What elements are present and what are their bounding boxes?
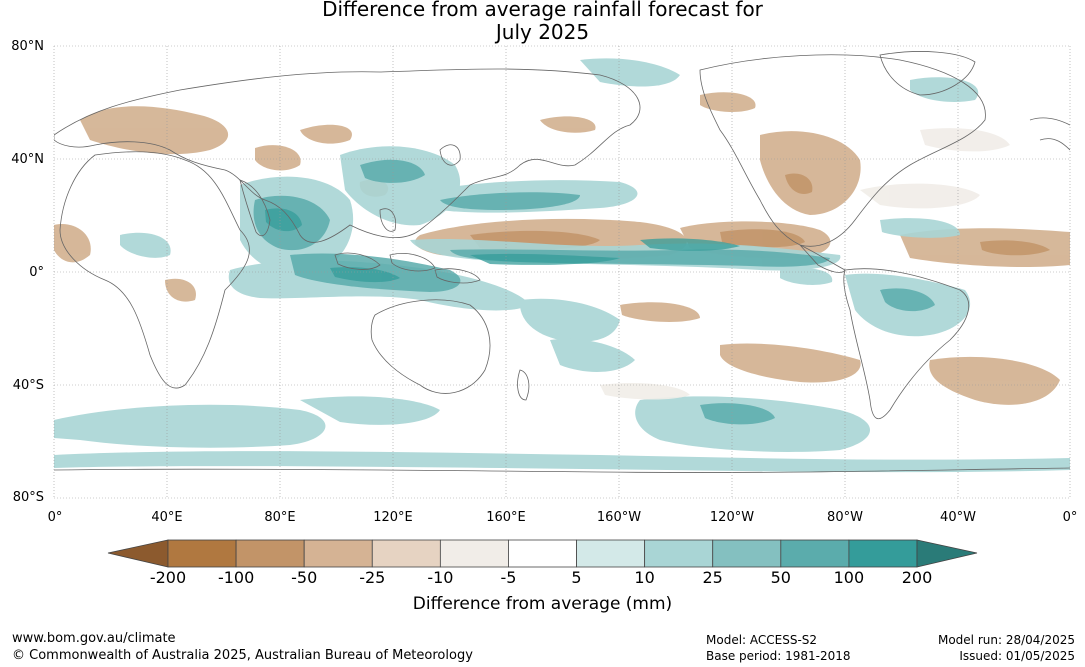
lon-label-160w: 160°W [596,510,642,525]
colorbar-tick-label: 100 [833,568,865,587]
colorbar-tick-label: -100 [217,568,255,587]
lat-label-40s: 40°S [12,378,44,393]
colorbar-bin [167,539,237,568]
colorbar-bin [712,539,782,568]
colorbar-tick-label: -5 [500,568,517,587]
lat-label-80s: 80°S [12,490,44,505]
lat-label-40n: 40°N [11,152,44,167]
colorbar-bin [371,539,441,568]
lon-label-40w: 40°W [940,510,976,525]
colorbar-bin [439,539,509,568]
colorbar-tick-label: 25 [702,568,723,587]
colorbar-under [107,539,169,568]
lon-label-0-east: 0° [1062,510,1078,525]
lon-label-120e: 120°E [373,510,413,525]
footer-model: Model: ACCESS-S2 [706,633,818,647]
colorbar-bin [576,539,646,568]
colorbar-bin [303,539,373,568]
lon-label-160e: 160°E [486,510,526,525]
footer-base-period: Base period: 1981-2018 [706,649,851,663]
lon-label-40e: 40°E [151,510,183,525]
colorbar-label: Difference from average (mm) [412,594,673,614]
colorbar-bin [644,539,714,568]
colorbar-bin [235,539,305,568]
map-title-line2: July 2025 [495,20,590,44]
lon-label-0: 0° [47,510,63,525]
lon-label-120w: 120°W [709,510,755,525]
footer-model-run: Model run: 28/04/2025 [937,633,1075,647]
colorbar-tick-label: -25 [359,568,386,587]
colorbar-bin [780,539,850,568]
colorbar-tick-label: 10 [634,568,655,587]
lon-label-80e: 80°E [264,510,296,525]
colorbar-bin [848,539,918,568]
colorbar-tick-label: -50 [291,568,318,587]
colorbar-bin [508,539,577,568]
colorbar-tick-label: -200 [149,568,187,587]
colorbar-tick-label: 50 [770,568,791,587]
graticule [53,45,1071,499]
anomaly-field [54,51,1070,473]
lon-label-80w: 80°W [827,510,863,525]
colorbar-over [916,539,978,568]
colorbar-tick-label: 200 [901,568,933,587]
footer-copyright: © Commonwealth of Australia 2025, Austra… [12,648,473,663]
colorbar-tick-label: -10 [427,568,454,587]
footer-website: www.bom.gov.au/climate [12,631,176,646]
lat-label-0: 0° [29,265,44,280]
colorbar [107,539,978,568]
footer-issued: Issued: 01/05/2025 [959,649,1075,663]
map-title-line1: Difference from average rainfall forecas… [322,0,763,21]
colorbar-tick-label: 5 [571,568,582,587]
lat-label-80n: 80°N [11,39,44,54]
